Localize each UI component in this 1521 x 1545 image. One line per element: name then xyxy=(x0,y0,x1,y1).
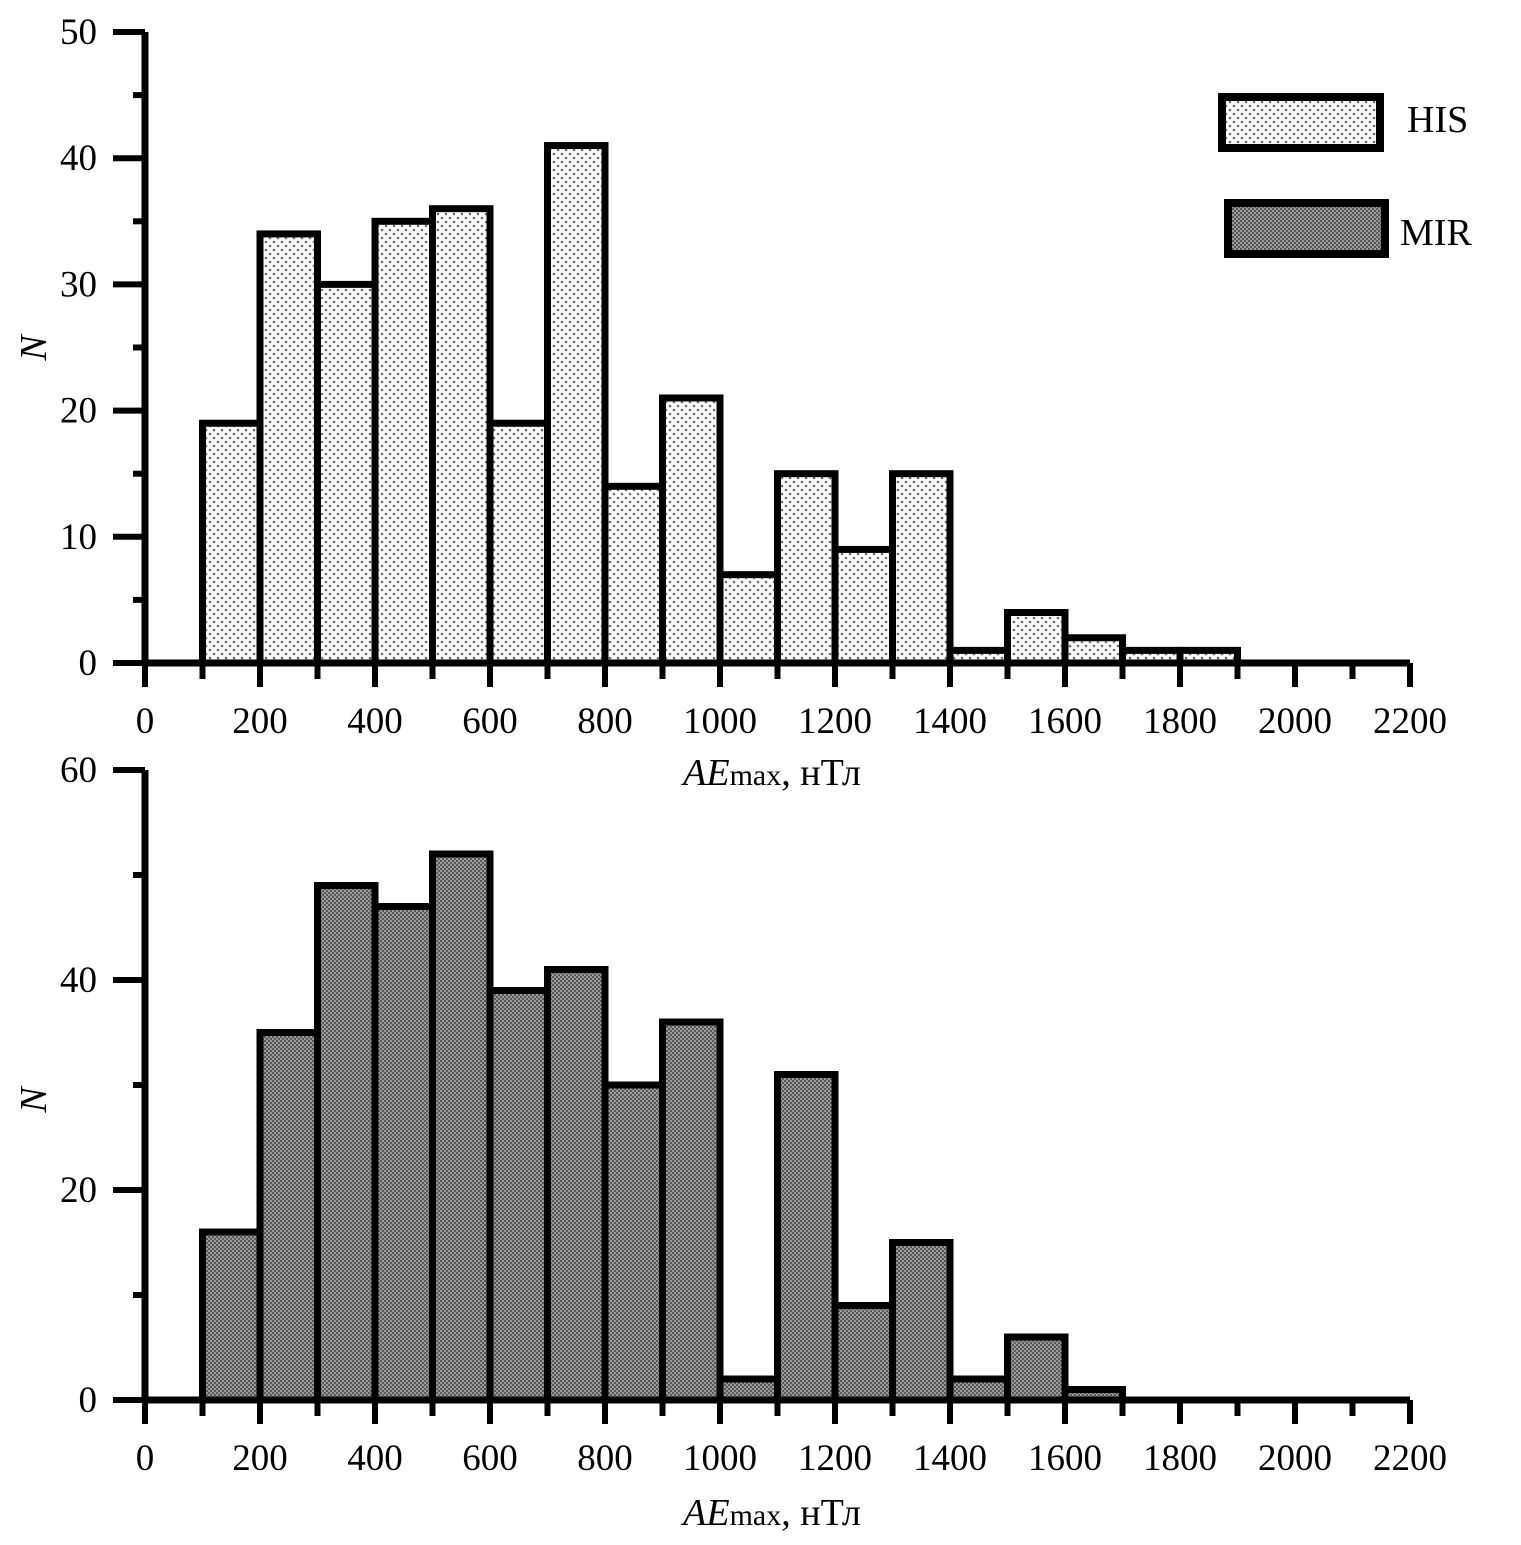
mir-bar xyxy=(659,1018,724,1404)
his-bar xyxy=(774,470,839,667)
his-x-tick-label: 800 xyxy=(577,701,633,742)
mir-bars xyxy=(199,850,1126,1404)
mir-bar xyxy=(1004,1333,1069,1404)
his-bar xyxy=(544,142,609,667)
mir-x-tick-label: 200 xyxy=(232,1438,288,1479)
his-x-tick-label: 600 xyxy=(462,701,518,742)
mir-y-tick-label: 60 xyxy=(60,750,97,791)
his-y-tick-label: 40 xyxy=(60,138,97,179)
mir-x-tick-label: 1600 xyxy=(1028,1438,1102,1479)
his-bar xyxy=(889,470,954,667)
his-bar xyxy=(314,280,379,667)
his-x-tick-label: 1400 xyxy=(913,701,987,742)
his-x-tick-label: 1800 xyxy=(1143,701,1217,742)
mir-x-tick-label: 1200 xyxy=(798,1438,872,1479)
mir-x-tick-label: 2000 xyxy=(1258,1438,1332,1479)
his-x-tick-label: 400 xyxy=(347,701,403,742)
his-y-tick-label: 50 xyxy=(60,12,97,53)
mir-bar xyxy=(314,882,379,1404)
mir-x-tick-label: 800 xyxy=(577,1438,633,1479)
his-bar xyxy=(601,482,666,667)
his-histogram-panel: 0 200 400 600 800 1000 1200 1400 1600 1800 2000 220… xyxy=(13,12,1472,794)
legend-item-mir: MIR xyxy=(1224,199,1472,258)
mir-bar xyxy=(429,850,494,1404)
his-y-tick-label: 0 xyxy=(79,643,98,684)
mir-x-axis-title: AEmax, нТл xyxy=(680,1492,861,1534)
his-x-tick-label: 2200 xyxy=(1373,701,1447,742)
his-bar xyxy=(371,217,436,667)
mir-bar xyxy=(486,987,551,1404)
his-x-axis-title: AEmax, нТл xyxy=(680,752,861,794)
mir-bar xyxy=(601,1081,666,1404)
his-y-tick-label: 20 xyxy=(60,391,97,432)
mir-x-tick-label: 1400 xyxy=(913,1438,987,1479)
his-bar xyxy=(1061,634,1126,667)
legend-label-his: HIS xyxy=(1407,99,1468,141)
legend-label-mir: MIR xyxy=(1400,212,1472,254)
his-x-tick-label: 0 xyxy=(136,701,155,742)
mir-x-tick-label: 600 xyxy=(462,1438,518,1479)
his-bar xyxy=(659,394,724,667)
his-bar xyxy=(199,419,264,667)
mir-bar xyxy=(831,1302,896,1404)
mir-bar xyxy=(199,1228,264,1404)
his-tick-labels: 0 200 400 600 800 1000 1200 1400 1600 1800 2000 220… xyxy=(60,12,1447,742)
mir-y-tick-label: 20 xyxy=(60,1170,97,1211)
his-x-tick-label: 1200 xyxy=(798,701,872,742)
his-x-tick-label: 2000 xyxy=(1258,701,1332,742)
legend: HIS MIR xyxy=(1218,93,1472,258)
mir-x-tick-label: 1800 xyxy=(1143,1438,1217,1479)
his-y-axis-title: N xyxy=(13,333,55,362)
mir-bar xyxy=(371,903,436,1404)
mir-tick-labels: 0 200 400 600 800 1000 1200 1400 1600 1800 2000 220… xyxy=(60,750,1447,1479)
mir-bar xyxy=(256,1029,321,1404)
mir-y-axis-title: N xyxy=(13,1085,55,1114)
his-bar xyxy=(486,419,551,667)
his-bar xyxy=(256,230,321,667)
his-x-tick-label: 1000 xyxy=(683,701,757,742)
mir-bar xyxy=(774,1071,839,1404)
legend-swatch-mir xyxy=(1224,199,1389,258)
mir-x-tick-label: 400 xyxy=(347,1438,403,1479)
mir-x-tick-label: 2200 xyxy=(1373,1438,1447,1479)
mir-histogram-panel: 0 200 400 600 800 1000 1200 1400 1600 1800 2000 220… xyxy=(13,750,1447,1534)
his-x-tick-label: 1600 xyxy=(1028,701,1102,742)
mir-x-tick-label: 0 xyxy=(136,1438,155,1479)
mir-x-tick-label: 1000 xyxy=(683,1438,757,1479)
his-bar xyxy=(1004,609,1069,667)
his-bar xyxy=(429,205,494,667)
mir-bar xyxy=(544,966,609,1404)
mir-bar xyxy=(889,1239,954,1404)
mir-ticks xyxy=(113,767,1413,1424)
legend-item-his: HIS xyxy=(1218,93,1468,152)
his-bar xyxy=(716,571,781,667)
legend-swatch-his xyxy=(1218,93,1384,152)
mir-y-tick-label: 40 xyxy=(60,960,97,1001)
mir-y-tick-label: 0 xyxy=(79,1380,98,1421)
his-bars xyxy=(199,142,1241,667)
his-x-tick-label: 200 xyxy=(232,701,288,742)
his-y-tick-label: 30 xyxy=(60,264,97,305)
his-ticks xyxy=(113,29,1413,687)
his-bar xyxy=(831,545,896,667)
his-y-tick-label: 10 xyxy=(60,517,97,558)
